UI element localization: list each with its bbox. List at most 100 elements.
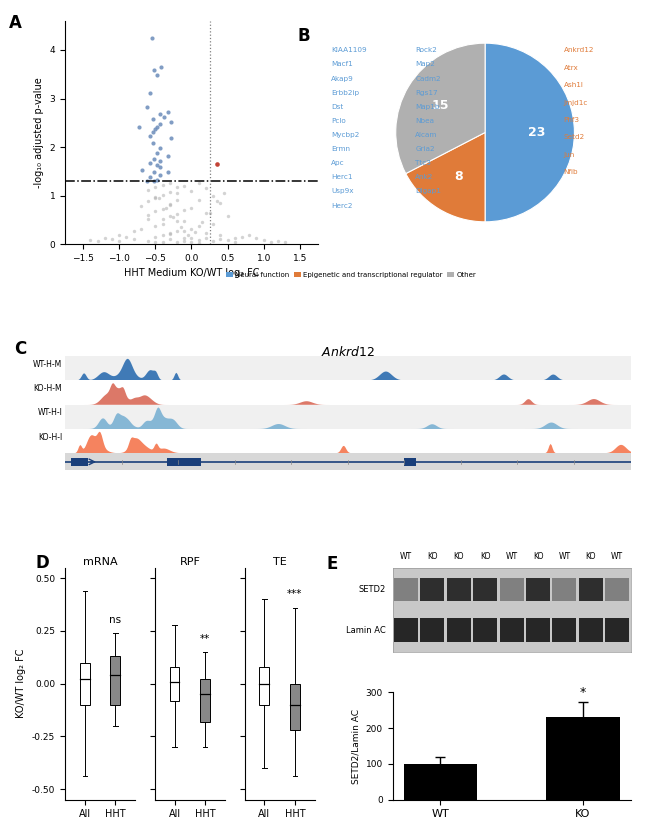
Point	[92, 235, 103, 248]
Bar	[605, 578, 629, 601]
Point	[129, 224, 139, 237]
Point	[166, 115, 176, 128]
Point	[157, 212, 168, 226]
Point	[144, 86, 155, 99]
Bar	[200, 680, 210, 721]
Bar	[394, 578, 418, 601]
Point	[187, 201, 197, 214]
Point	[179, 203, 189, 217]
Bar	[546, 717, 619, 800]
Bar	[71, 457, 88, 466]
Text: Ermn: Ermn	[332, 146, 350, 152]
Text: WT: WT	[558, 552, 571, 561]
Wedge shape	[396, 43, 485, 173]
Point	[215, 232, 226, 246]
Point	[166, 132, 176, 145]
Text: KO: KO	[533, 552, 543, 561]
Point	[187, 232, 197, 245]
Point	[215, 197, 226, 210]
Point	[136, 222, 146, 235]
Point	[114, 229, 124, 242]
Point	[266, 235, 276, 248]
Point	[162, 166, 173, 179]
Point	[150, 219, 161, 232]
Text: Ttc3: Ttc3	[415, 160, 431, 167]
Point	[244, 229, 254, 242]
Point	[148, 125, 159, 138]
Legend: Neural function, Epigenetic and transcriptional regulator, Other: Neural function, Epigenetic and transcri…	[223, 269, 479, 281]
Point	[179, 214, 189, 227]
Text: Pclo: Pclo	[332, 118, 346, 124]
Text: *: *	[580, 686, 586, 699]
Point	[164, 185, 175, 198]
Point	[150, 236, 161, 249]
Title: mRNA: mRNA	[83, 557, 118, 567]
Point	[194, 233, 204, 247]
Text: E: E	[326, 555, 337, 573]
Bar	[111, 656, 120, 705]
Wedge shape	[485, 43, 575, 222]
Point	[187, 235, 197, 248]
Point	[85, 233, 96, 247]
Text: Lamin AC: Lamin AC	[346, 626, 385, 635]
Point	[183, 229, 193, 242]
Point	[215, 229, 226, 242]
Point	[148, 112, 159, 126]
Wedge shape	[406, 132, 485, 222]
Text: Cadm2: Cadm2	[415, 76, 441, 82]
Y-axis label: -log₁₀ adjusted p-value: -log₁₀ adjusted p-value	[34, 77, 44, 188]
Point	[143, 208, 153, 222]
Point	[155, 142, 166, 155]
Point	[157, 235, 168, 248]
Text: A: A	[9, 14, 22, 32]
Text: Rock2: Rock2	[415, 47, 437, 53]
Point	[222, 233, 233, 247]
Point	[172, 236, 182, 249]
Point	[208, 217, 218, 231]
Text: ***: ***	[287, 590, 302, 600]
Text: Ash1l: Ash1l	[564, 82, 584, 88]
Bar	[80, 662, 90, 705]
Text: KO: KO	[454, 552, 464, 561]
Text: Atrx: Atrx	[564, 65, 578, 71]
Point	[172, 187, 182, 200]
Title: RPF: RPF	[179, 557, 200, 567]
Point	[237, 230, 247, 243]
Point	[144, 156, 155, 169]
Point	[149, 152, 159, 166]
Bar	[394, 618, 418, 642]
Point	[211, 157, 222, 171]
Text: Map2: Map2	[415, 62, 436, 67]
Bar	[500, 578, 524, 601]
Point	[201, 206, 211, 219]
Text: Nfib: Nfib	[564, 169, 578, 175]
Text: 15: 15	[432, 99, 450, 112]
Point	[179, 235, 189, 248]
Point	[162, 106, 173, 119]
Text: Nbea: Nbea	[415, 118, 434, 124]
Point	[129, 232, 139, 246]
Point	[194, 194, 204, 207]
Y-axis label: KO/WT log₂ FC: KO/WT log₂ FC	[16, 649, 27, 718]
Point	[99, 232, 110, 245]
Bar	[473, 618, 497, 642]
Bar	[421, 578, 445, 601]
Point	[155, 117, 166, 131]
Point	[151, 68, 162, 82]
Point	[146, 31, 157, 44]
Text: Rgs17: Rgs17	[415, 90, 438, 96]
Text: WT: WT	[400, 552, 412, 561]
Bar	[170, 667, 179, 701]
Point	[157, 229, 168, 242]
Point	[144, 130, 155, 143]
Bar	[290, 684, 300, 730]
Bar	[473, 578, 497, 601]
Point	[143, 183, 153, 197]
Bar	[447, 618, 471, 642]
Point	[176, 221, 186, 234]
Point	[159, 110, 169, 123]
Bar	[579, 618, 603, 642]
Text: WT: WT	[611, 552, 623, 561]
Text: KO-H-M: KO-H-M	[34, 384, 62, 393]
Point	[137, 163, 148, 177]
